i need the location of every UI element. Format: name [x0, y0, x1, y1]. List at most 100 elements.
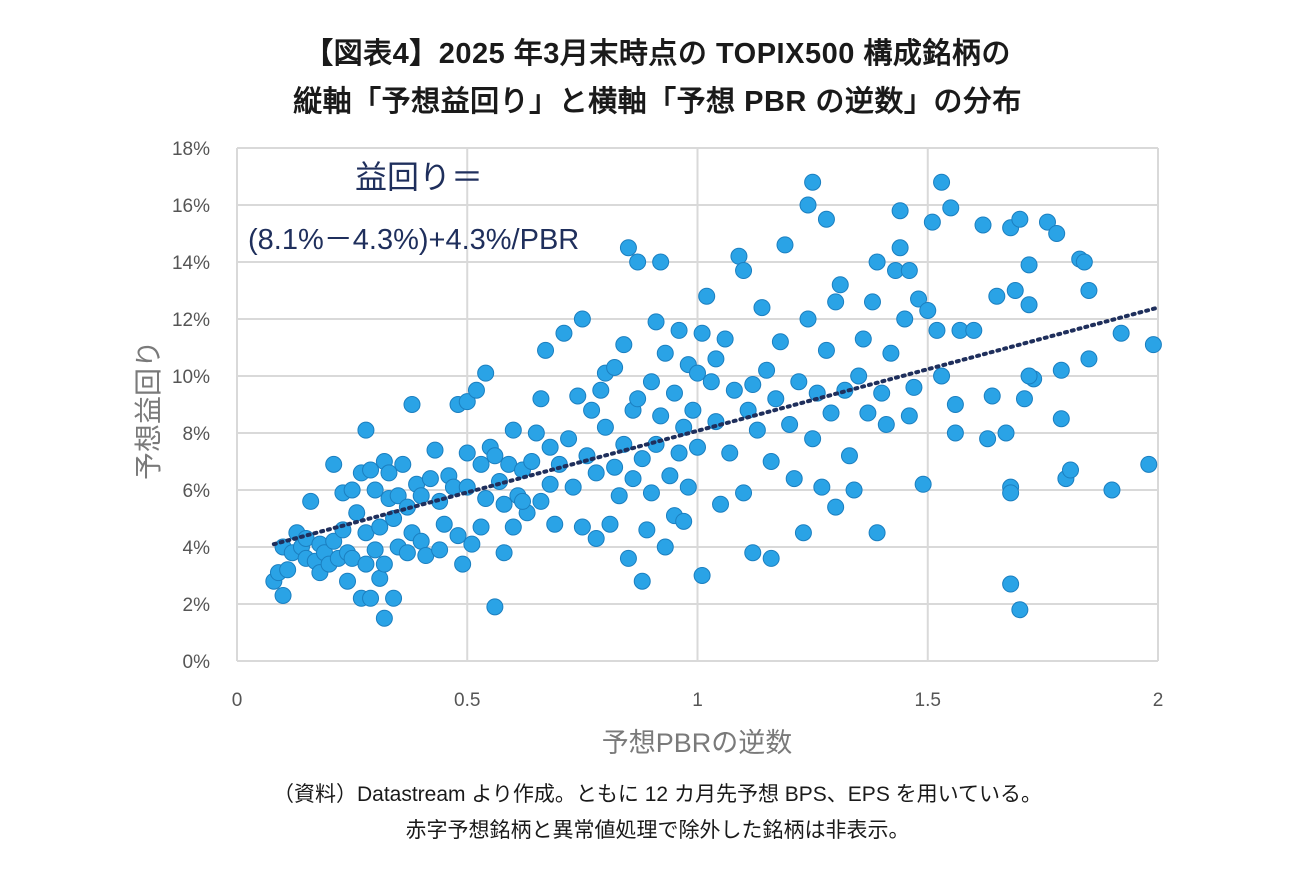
data-point — [933, 367, 951, 385]
data-point — [486, 598, 504, 616]
data-point — [555, 324, 573, 342]
data-point — [1006, 282, 1024, 299]
data-point — [744, 376, 762, 394]
data-point — [486, 447, 504, 465]
data-point — [702, 373, 720, 391]
data-point — [827, 293, 845, 311]
data-point — [629, 390, 647, 408]
data-point — [412, 487, 430, 505]
data-point — [467, 381, 485, 399]
data-point — [606, 458, 624, 476]
data-point — [463, 535, 481, 553]
data-point — [532, 492, 550, 510]
data-point — [735, 262, 753, 280]
data-point — [707, 350, 725, 368]
chart-title-line2: 縦軸「予想益回り」と横軸「予想 PBR の逆数」の分布 — [293, 86, 1022, 118]
y-tick-label: 16% — [172, 196, 210, 217]
data-point — [1011, 601, 1029, 619]
data-point — [1052, 410, 1070, 428]
data-point — [804, 430, 822, 448]
data-point — [1002, 575, 1020, 593]
data-point — [279, 561, 297, 579]
data-point — [362, 461, 380, 479]
data-point — [504, 518, 522, 536]
data-point — [633, 572, 651, 590]
data-point — [910, 290, 928, 308]
data-point — [426, 441, 444, 459]
data-point — [302, 492, 320, 510]
data-point — [514, 492, 532, 510]
data-point — [965, 321, 983, 339]
data-point — [1080, 282, 1098, 299]
data-point — [606, 358, 624, 376]
data-point — [670, 444, 688, 462]
y-tick-labels: 0% 2% 4% 6% 8% 10% 12% 14% 16% 18% — [172, 139, 210, 673]
y-tick-label: 10% — [172, 367, 210, 388]
data-point — [629, 253, 647, 271]
data-point — [642, 484, 660, 502]
data-point — [504, 421, 522, 439]
y-axis-label: 予想益回り — [133, 340, 164, 480]
data-point — [928, 321, 946, 339]
data-point — [652, 407, 670, 425]
x-tick-label: 0.5 — [454, 690, 480, 711]
data-point — [850, 367, 868, 385]
data-point — [449, 527, 467, 545]
data-point — [946, 424, 964, 442]
data-point — [804, 173, 822, 191]
x-tick-label: 0 — [232, 690, 243, 711]
data-point — [813, 478, 831, 496]
data-point — [730, 247, 748, 265]
data-point — [421, 470, 439, 488]
data-point — [923, 213, 941, 231]
data-point — [1020, 296, 1038, 314]
data-point — [546, 515, 564, 533]
data-point — [1112, 324, 1130, 342]
data-point — [748, 421, 766, 439]
data-point — [334, 521, 352, 539]
data-point — [689, 438, 706, 456]
data-point — [569, 387, 587, 405]
data-point — [868, 253, 886, 271]
data-point — [974, 216, 992, 234]
data-point — [725, 381, 743, 399]
data-point — [325, 455, 343, 473]
formula-annotation-line2: (8.1%－4.3%)+4.3%/PBR — [248, 224, 579, 256]
data-point — [477, 364, 495, 382]
data-point — [1020, 256, 1038, 274]
chart-title-line1: 【図表4】2025 年3月末時点の TOPIX500 構成銘柄の — [304, 38, 1011, 70]
data-point — [1140, 455, 1158, 473]
data-point — [900, 407, 918, 425]
formula-annotation-line1: 益回り＝ — [355, 159, 483, 195]
data-point — [375, 609, 393, 627]
data-point — [1011, 210, 1029, 228]
data-point — [541, 438, 559, 456]
data-point — [1048, 225, 1066, 242]
data-point — [771, 333, 789, 351]
data-point — [689, 364, 706, 382]
data-point — [767, 390, 785, 408]
data-point — [647, 313, 665, 331]
data-point — [735, 484, 753, 502]
data-point — [412, 532, 430, 550]
data-point — [914, 475, 932, 493]
data-point — [716, 330, 734, 348]
data-point — [882, 344, 900, 362]
data-point — [891, 239, 909, 257]
data-point — [537, 341, 555, 359]
data-point — [679, 478, 697, 496]
data-point — [831, 276, 849, 294]
data-point — [942, 199, 960, 217]
data-point — [458, 444, 476, 462]
data-point — [477, 490, 495, 508]
data-point — [380, 464, 398, 482]
data-point — [1015, 390, 1033, 408]
data-point — [744, 544, 762, 562]
data-point — [541, 475, 559, 493]
data-point — [753, 299, 771, 317]
data-point — [933, 173, 951, 191]
data-point — [776, 236, 794, 254]
data-point — [675, 418, 693, 436]
data-point — [693, 324, 711, 342]
